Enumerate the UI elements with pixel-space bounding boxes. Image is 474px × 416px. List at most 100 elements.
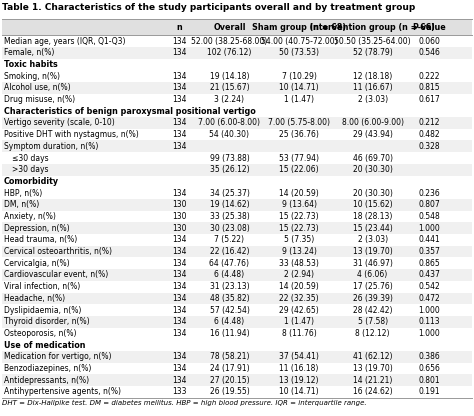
Text: n: n [176,23,182,32]
Text: 14 (21.21): 14 (21.21) [353,376,392,385]
Text: 20 (30.30): 20 (30.30) [353,165,392,174]
Text: 7 (5.22): 7 (5.22) [214,235,245,244]
Text: 52.00 (38.25-68.00): 52.00 (38.25-68.00) [191,37,268,46]
Text: 16 (11.94): 16 (11.94) [210,329,249,338]
Text: Vertigo severity (scale, 0-10): Vertigo severity (scale, 0-10) [4,119,115,127]
Bar [2,82,472,94]
Bar [2,47,472,59]
Text: 2 (2.94): 2 (2.94) [284,270,314,280]
Text: Viral infection, n(%): Viral infection, n(%) [4,282,80,291]
Text: 134: 134 [172,364,187,373]
Text: Osteoporosis, n(%): Osteoporosis, n(%) [4,329,76,338]
Text: 53 (77.94): 53 (77.94) [279,154,319,163]
Text: 19 (14.18): 19 (14.18) [210,72,249,81]
Text: 1.000: 1.000 [418,306,440,314]
Text: 22 (16.42): 22 (16.42) [210,247,249,256]
Text: 26 (39.39): 26 (39.39) [353,294,392,303]
Text: 0.617: 0.617 [418,95,440,104]
Text: 134: 134 [172,188,187,198]
Text: 26 (19.55): 26 (19.55) [210,387,249,396]
Text: 31 (23.13): 31 (23.13) [210,282,249,291]
Text: Benzodiazepines, n(%): Benzodiazepines, n(%) [4,364,91,373]
Text: 6 (4.48): 6 (4.48) [214,270,245,280]
Text: 12 (18.18): 12 (18.18) [353,72,392,81]
Text: Female, n(%): Female, n(%) [4,48,55,57]
Text: 7 (10.29): 7 (10.29) [282,72,317,81]
Text: 15 (22.73): 15 (22.73) [279,224,319,233]
Text: 0.357: 0.357 [418,247,440,256]
Text: 22 (32.35): 22 (32.35) [279,294,319,303]
Text: 78 (58.21): 78 (58.21) [210,352,249,362]
Bar [2,164,472,176]
Text: P-value: P-value [412,23,446,32]
Text: 54.00 (40.75-72.00): 54.00 (40.75-72.00) [261,37,337,46]
Bar [2,246,472,258]
Text: 0.546: 0.546 [418,48,440,57]
Text: 15 (22.06): 15 (22.06) [279,165,319,174]
Text: 0.815: 0.815 [418,83,440,92]
Bar [2,199,472,210]
Text: 130: 130 [172,212,187,221]
Text: 0.328: 0.328 [418,142,440,151]
Text: 130: 130 [172,224,187,233]
Text: 134: 134 [172,306,187,314]
Text: Use of medication: Use of medication [4,341,85,349]
Text: 10 (15.62): 10 (15.62) [353,201,392,209]
Bar [2,316,472,327]
Text: Symptom duration, n(%): Symptom duration, n(%) [4,142,99,151]
Text: 0.482: 0.482 [418,130,440,139]
Text: 13 (19.70): 13 (19.70) [353,364,392,373]
Text: 8 (12.12): 8 (12.12) [356,329,390,338]
Text: Depression, n(%): Depression, n(%) [4,224,70,233]
Text: 50.50 (35.25-64.00): 50.50 (35.25-64.00) [334,37,411,46]
Text: 134: 134 [172,270,187,280]
Text: 33 (25.38): 33 (25.38) [210,212,249,221]
Text: 134: 134 [172,83,187,92]
Text: 8 (11.76): 8 (11.76) [282,329,317,338]
Text: 102 (76.12): 102 (76.12) [207,48,252,57]
Text: 25 (36.76): 25 (36.76) [279,130,319,139]
Text: 31 (46.97): 31 (46.97) [353,259,392,268]
Text: 35 (26.12): 35 (26.12) [210,165,249,174]
Text: DHT = Dix-Hallpike test. DM = diabetes mellitus. HBP = high blood pressure. IQR : DHT = Dix-Hallpike test. DM = diabetes m… [2,400,366,406]
Bar [2,374,472,386]
Text: Table 1. Characteristics of the study participants overall and by treatment grou: Table 1. Characteristics of the study pa… [2,3,415,12]
Text: Antidepressants, n(%): Antidepressants, n(%) [4,376,89,385]
Text: 15 (23.44): 15 (23.44) [353,224,392,233]
Text: 130: 130 [172,201,187,209]
Text: Positive DHT with nystagmus, n(%): Positive DHT with nystagmus, n(%) [4,130,139,139]
Text: Cardiovascular event, n(%): Cardiovascular event, n(%) [4,270,108,280]
Bar [2,19,472,35]
Text: 5 (7.35): 5 (7.35) [284,235,314,244]
Text: 134: 134 [172,329,187,338]
Text: 8.00 (6.00-9.00): 8.00 (6.00-9.00) [342,119,403,127]
Text: 9 (13.64): 9 (13.64) [282,201,317,209]
Text: 134: 134 [172,235,187,244]
Text: 27 (20.15): 27 (20.15) [210,376,249,385]
Text: 7.00 (6.00-8.00): 7.00 (6.00-8.00) [199,119,261,127]
Text: 0.236: 0.236 [418,188,440,198]
Text: 15 (22.73): 15 (22.73) [279,212,319,221]
Text: 2 (3.03): 2 (3.03) [357,235,388,244]
Text: 134: 134 [172,130,187,139]
Text: 0.222: 0.222 [418,72,440,81]
Text: 0.212: 0.212 [418,119,440,127]
Text: ≤30 days: ≤30 days [12,154,49,163]
Text: 17 (25.76): 17 (25.76) [353,282,392,291]
Text: 0.542: 0.542 [418,282,440,291]
Text: 29 (42.65): 29 (42.65) [279,306,319,314]
Text: HBP, n(%): HBP, n(%) [4,188,42,198]
Text: 57 (42.54): 57 (42.54) [210,306,249,314]
Text: Median age, years (IQR, Q1-Q3): Median age, years (IQR, Q1-Q3) [4,37,126,46]
Text: Headache, n(%): Headache, n(%) [4,294,65,303]
Text: Smoking, n(%): Smoking, n(%) [4,72,60,81]
Text: 37 (54.41): 37 (54.41) [279,352,319,362]
Text: Alcohol use, n(%): Alcohol use, n(%) [4,83,71,92]
Text: 134: 134 [172,247,187,256]
Text: 16 (24.62): 16 (24.62) [353,387,392,396]
Text: 0.801: 0.801 [418,376,440,385]
Text: 0.865: 0.865 [418,259,440,268]
Text: 5 (7.58): 5 (7.58) [357,317,388,326]
Text: >30 days: >30 days [12,165,48,174]
Bar [2,117,472,129]
